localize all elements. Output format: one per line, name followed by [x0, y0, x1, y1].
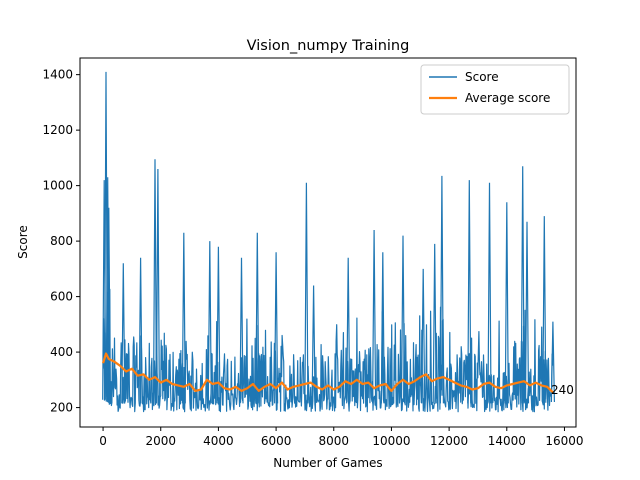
score-spike [400, 235, 406, 404]
score-spike [380, 252, 385, 404]
legend: Score Average score [420, 64, 570, 115]
x-tick-label: 10000 [372, 434, 410, 448]
last-value-label: 240 [551, 383, 574, 397]
y-tick-label: 800 [50, 234, 73, 248]
score-spike [304, 182, 309, 404]
score-spike [155, 168, 160, 404]
score-spike [439, 175, 444, 404]
chart-title: Vision_numpy Training [247, 38, 410, 54]
score-spike [467, 180, 472, 404]
score-spike [542, 216, 547, 403]
score-spike [181, 232, 186, 404]
y-tick-label: 1400 [42, 68, 73, 82]
y-axis: 200 400 600 800 1000 1200 1400 [42, 68, 80, 415]
legend-box [420, 64, 570, 115]
score-series [102, 71, 555, 413]
y-tick-label: 200 [50, 401, 73, 415]
score-spike [550, 321, 555, 403]
x-tick-label: 16000 [545, 434, 583, 448]
score-spike [311, 285, 316, 404]
average-score-line [102, 352, 554, 394]
y-tick-label: 1200 [42, 123, 73, 137]
y-axis-label: Score [16, 225, 30, 259]
score-spike [487, 182, 492, 404]
score-spike [255, 232, 260, 404]
score-spike [372, 229, 377, 404]
score-spike [138, 257, 143, 404]
y-tick-label: 400 [50, 345, 73, 359]
y-tick-label: 600 [50, 290, 73, 304]
score-spike [421, 268, 426, 404]
score-spike [105, 177, 110, 402]
score-spike [239, 257, 244, 404]
score-spike [346, 257, 351, 404]
x-axis-label: Number of Games [273, 456, 382, 470]
score-spike [524, 221, 530, 404]
x-tick-label: 12000 [430, 434, 468, 448]
x-tick-label: 8000 [318, 434, 349, 448]
axes-frame [79, 57, 577, 428]
score-spike [152, 159, 158, 404]
legend-average-label: Average score [465, 91, 550, 105]
plot-area [102, 71, 555, 413]
score-spike [216, 246, 221, 404]
score-line [102, 288, 554, 413]
score-spike [121, 263, 126, 404]
y-tick-label: 1000 [42, 179, 73, 193]
x-tick-label: 6000 [261, 434, 292, 448]
x-tick-label: 14000 [488, 434, 526, 448]
x-tick-label: 4000 [203, 434, 234, 448]
score-spike [520, 166, 525, 404]
legend-score-label: Score [465, 70, 499, 84]
score-spike [106, 207, 111, 403]
score-spike [207, 241, 212, 404]
score-spike [274, 252, 279, 404]
average-score-series [102, 352, 554, 394]
score-spike [504, 202, 509, 404]
x-tick-label: 0 [99, 434, 107, 448]
x-tick-label: 2000 [145, 434, 176, 448]
x-axis: 0 2000 4000 6000 8000 10000 12000 14000 16000 [99, 427, 584, 448]
score-spike [432, 243, 437, 404]
